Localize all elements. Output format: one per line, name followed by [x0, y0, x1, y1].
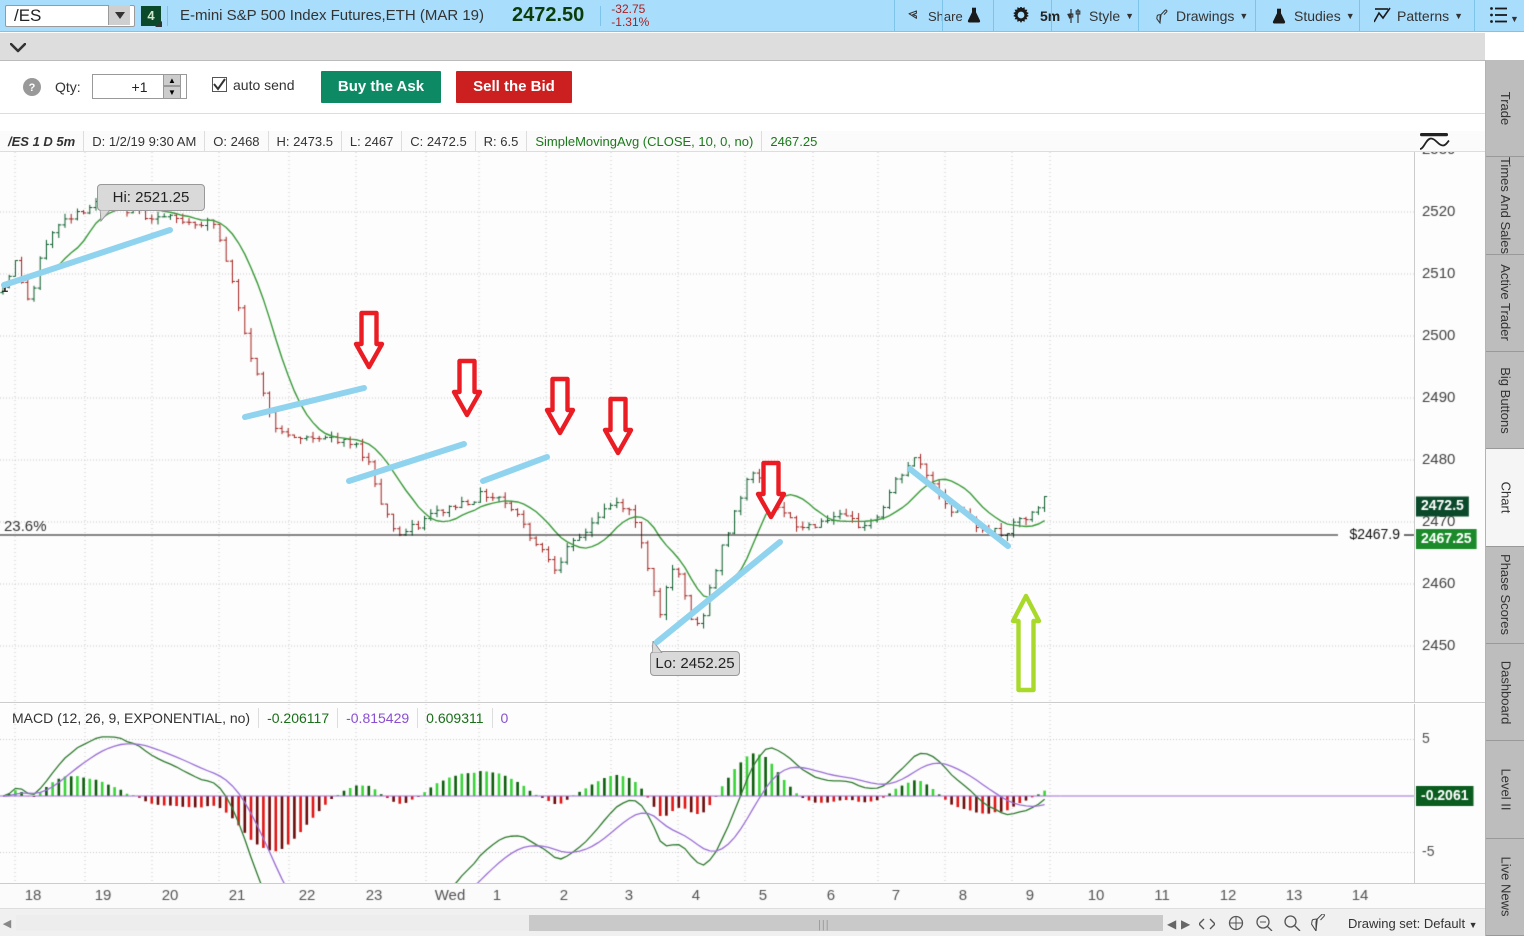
svg-text:?: ?: [29, 82, 36, 94]
